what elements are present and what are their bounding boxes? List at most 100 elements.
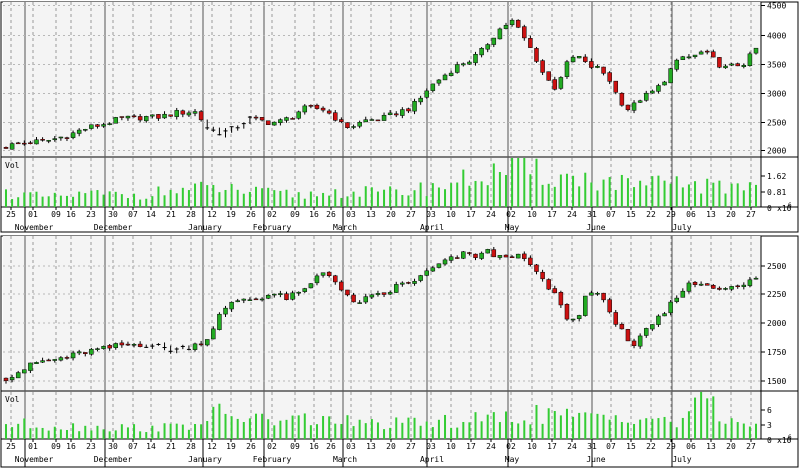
candle-up <box>95 348 100 350</box>
candle-down <box>583 56 588 62</box>
candle-up <box>217 313 222 330</box>
volume-bar <box>212 184 215 207</box>
volume-bar <box>53 426 56 439</box>
candle-down <box>589 61 594 68</box>
candle-up <box>479 48 484 56</box>
volume-bar <box>224 413 227 439</box>
x-tick-label: 24 <box>567 442 577 451</box>
candle-up <box>9 143 15 150</box>
candle-up <box>101 346 106 349</box>
y-tick-label: 2000 <box>767 147 786 156</box>
candle-up <box>40 360 45 363</box>
volume-bar <box>565 173 568 207</box>
candle-up <box>308 283 314 289</box>
candle-up <box>680 290 686 298</box>
candle-up <box>631 102 637 111</box>
volume-bar <box>17 197 20 207</box>
volume-bar <box>90 190 93 207</box>
volume-bar <box>694 397 697 439</box>
candle-up <box>70 352 76 359</box>
volume-label: Vol <box>5 395 20 404</box>
candle-up <box>723 65 728 69</box>
volume-bar <box>517 423 520 439</box>
x-tick-label: 02 <box>506 442 516 451</box>
x-tick-label: 28 <box>186 210 196 219</box>
volume-bar <box>334 189 337 207</box>
volume-bar <box>407 195 410 207</box>
candle-down <box>704 50 710 53</box>
candle-up <box>461 251 466 259</box>
candle-down <box>704 283 710 286</box>
candle-up <box>698 283 704 286</box>
volume-bar <box>474 412 477 439</box>
candle-down <box>351 294 356 303</box>
volume-bar <box>687 184 690 207</box>
x-tick-label: 16 <box>66 442 76 451</box>
candle-down <box>125 343 131 346</box>
x-tick-label: 17 <box>547 442 557 451</box>
y-tick-label: 3500 <box>767 61 786 70</box>
volume-bar <box>187 190 190 207</box>
candle-down <box>619 92 625 106</box>
volume-bar <box>742 190 745 207</box>
month-label: April <box>420 455 444 464</box>
candle-down <box>552 79 558 90</box>
volume-bar <box>309 425 312 439</box>
candle-up <box>650 90 655 94</box>
volume-bar <box>315 424 318 439</box>
volume-bar <box>175 193 178 207</box>
candle-up <box>412 281 417 284</box>
candle-up <box>467 61 472 65</box>
volume-bar <box>541 184 544 207</box>
month-label: February <box>253 223 292 232</box>
volume-bar <box>578 412 581 439</box>
volume-bar <box>200 181 203 207</box>
x-tick-label: 16 <box>309 442 319 451</box>
volume-bar <box>11 427 14 439</box>
volume-bar <box>712 182 715 207</box>
candle-down <box>198 111 204 121</box>
x-tick-label: 27 <box>746 442 756 451</box>
volume-bar <box>322 192 325 207</box>
candle-up <box>674 59 679 70</box>
candle-up <box>485 249 490 254</box>
candle-down <box>473 253 478 258</box>
candle-up <box>247 299 253 301</box>
candle-up <box>387 292 393 295</box>
candle-up <box>387 112 393 116</box>
volume-bar <box>181 187 184 207</box>
month-label: July <box>672 455 691 464</box>
candle-up <box>509 19 515 26</box>
x-tick-label: 30 <box>108 442 118 451</box>
volume-bar <box>364 186 367 207</box>
candle-up <box>442 74 448 81</box>
month-label: March <box>333 455 357 464</box>
candle-down <box>613 80 619 93</box>
candle-up <box>265 294 271 299</box>
y-tick-label: 2000 <box>767 319 786 328</box>
volume-bar <box>84 193 87 207</box>
candle-up <box>674 297 679 302</box>
candle-down <box>522 253 527 259</box>
candle-up <box>643 328 649 336</box>
volume-bar <box>492 163 495 207</box>
volume-bar <box>694 181 697 207</box>
volume-bar <box>395 417 398 439</box>
candle-down <box>95 124 100 127</box>
month-label: December <box>94 455 133 464</box>
candle-up <box>113 343 119 348</box>
price-plot-area <box>3 2 761 157</box>
volume-bar <box>444 414 447 439</box>
candle-up <box>211 328 216 340</box>
volume-bar <box>364 423 367 439</box>
volume-bar <box>59 195 62 207</box>
volume-bar <box>590 182 593 207</box>
x-tick-label: 28 <box>186 442 196 451</box>
x-tick-label: 26 <box>326 210 336 219</box>
volume-bar <box>450 427 453 439</box>
candle-up <box>503 24 509 29</box>
volume-bar <box>35 427 38 439</box>
candle-up <box>272 293 277 296</box>
volume-bar <box>175 423 178 439</box>
candle-down <box>607 72 612 82</box>
